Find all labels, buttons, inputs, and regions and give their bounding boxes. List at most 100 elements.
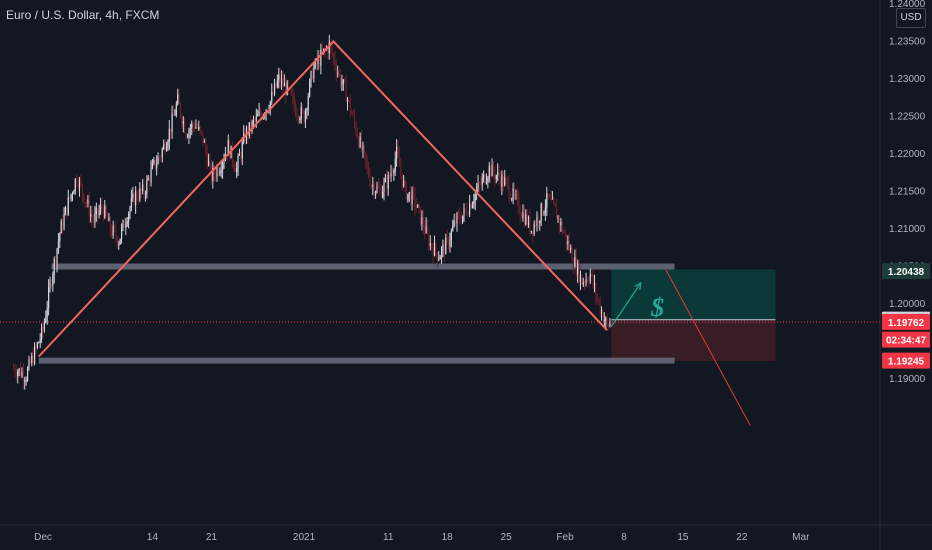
candle-body <box>396 146 398 159</box>
candle-body <box>376 186 378 192</box>
candle-body <box>533 223 535 235</box>
candle-body <box>38 342 40 344</box>
candle-body <box>460 219 462 223</box>
candle-body <box>172 113 175 116</box>
candle-body <box>537 216 539 223</box>
candle-body <box>384 177 387 182</box>
candle-body <box>603 320 605 322</box>
candle-body <box>279 74 281 84</box>
candle-body <box>191 123 193 129</box>
price-badge <box>882 352 930 369</box>
candle-body <box>164 143 166 151</box>
candle-body <box>237 155 239 168</box>
candle-body <box>463 208 465 216</box>
candle-body <box>393 170 395 174</box>
candle-body <box>485 181 488 184</box>
candle-body <box>229 140 231 159</box>
y-tick-label: 1.21500 <box>889 187 926 198</box>
candle-body <box>477 183 479 191</box>
x-tick-label: Dec <box>34 532 52 543</box>
candle-body <box>295 106 297 116</box>
candle-body <box>97 208 99 215</box>
candle-body <box>73 191 75 195</box>
candle-body <box>470 203 472 208</box>
candle-body <box>553 198 555 204</box>
x-tick-label: 22 <box>736 532 748 543</box>
candle-body <box>342 79 344 84</box>
candle-body <box>443 244 445 255</box>
candle-body <box>478 183 481 185</box>
candle-body <box>238 155 241 157</box>
candle-body <box>150 168 152 183</box>
candle-body <box>370 185 372 187</box>
candle-body <box>323 48 325 52</box>
candle-body <box>137 198 140 200</box>
price-badge-label: 1.20438 <box>888 267 925 278</box>
candle-body <box>108 217 110 222</box>
candle-body <box>147 178 149 180</box>
candle-body <box>505 178 507 180</box>
candle-body <box>83 193 85 203</box>
candle-body <box>419 206 422 225</box>
candle-body <box>241 142 243 159</box>
candle-body <box>316 59 318 64</box>
candle-body <box>515 194 517 196</box>
candle-body <box>175 104 177 115</box>
currency-button[interactable]: USD <box>896 8 926 28</box>
candle-body <box>452 226 454 231</box>
candle-body <box>287 82 290 89</box>
candle-body <box>26 368 29 381</box>
candle-body <box>447 238 450 247</box>
candle-body <box>480 184 482 186</box>
candle-body <box>88 199 90 217</box>
candle-body <box>511 198 513 200</box>
candle-body <box>529 217 531 233</box>
candle-body <box>558 216 561 226</box>
candle-body <box>174 114 176 116</box>
candle-body <box>153 160 155 163</box>
candle-body <box>359 136 361 147</box>
candle-body <box>412 189 415 193</box>
candle-body <box>203 141 205 143</box>
candle-body <box>251 121 253 131</box>
candle-body <box>105 205 107 215</box>
candle-body <box>92 218 95 223</box>
candle-body <box>338 73 340 75</box>
candle-body <box>156 164 158 169</box>
candle-body <box>353 114 356 124</box>
candle-body <box>498 171 500 179</box>
candle-body <box>111 230 113 236</box>
candle-body <box>429 243 431 247</box>
candle-body <box>52 274 54 286</box>
candle-body <box>133 194 135 206</box>
y-tick-label: 1.21000 <box>889 224 926 235</box>
candle-body <box>525 214 527 225</box>
candle-body <box>564 232 566 234</box>
candle-body <box>509 196 511 200</box>
candle-body <box>321 49 323 52</box>
candle-body <box>63 215 65 229</box>
candle-body <box>551 198 554 200</box>
candle-body <box>62 221 64 229</box>
candle-body <box>142 184 144 192</box>
candle-body <box>67 197 69 215</box>
candle-body <box>473 201 475 205</box>
candle-body <box>438 259 440 261</box>
candle-body <box>199 126 201 131</box>
candle-body <box>456 213 458 224</box>
candle-body <box>94 214 96 223</box>
candle-body <box>78 180 81 189</box>
candle-body <box>70 194 72 199</box>
candle-body <box>536 216 538 226</box>
candle-body <box>216 167 218 177</box>
candle-body <box>421 217 423 225</box>
candle-body <box>130 198 133 208</box>
candle-body <box>386 177 388 189</box>
candle-body <box>76 178 78 183</box>
candle-body <box>91 214 93 219</box>
candle-body <box>567 240 569 245</box>
candle-body <box>207 160 210 166</box>
candle-body <box>101 204 103 208</box>
